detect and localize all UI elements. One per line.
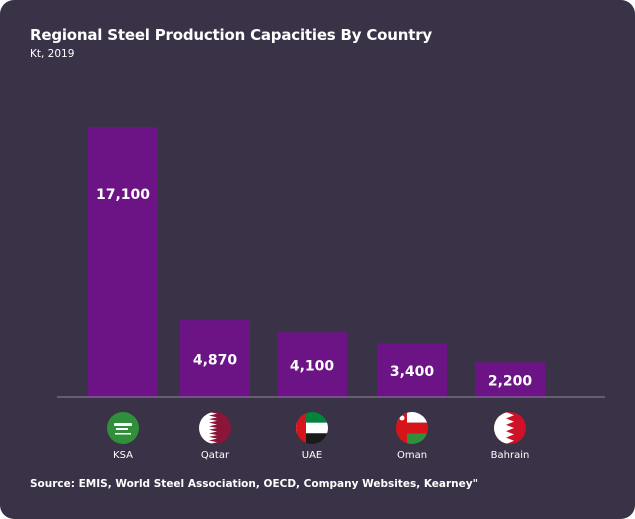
bar-value-label: 2,200 [488,374,533,390]
bar-bahrain [475,362,545,397]
bahrain-flag-icon [494,412,526,444]
category-tick-label: Oman [397,450,427,461]
category-tick-label: UAE [302,450,322,461]
qatar-flag-icon [199,412,231,444]
chart-title: Regional Steel Production Capacities By … [30,26,432,44]
bar-oman [377,343,447,397]
oman-flag-icon [396,412,428,444]
bar-value-label: 3,400 [390,364,435,380]
saudi-arabia-flag-icon [107,412,139,444]
bar-qatar [180,320,250,397]
bar-uae [277,332,347,397]
source-note: Source: EMIS, World Steel Association, O… [30,478,479,490]
bar-ksa [88,127,158,397]
category-tick-label: KSA [113,450,133,461]
bar-value-label: 17,100 [96,187,150,203]
chart-subtitle: Kt, 2019 [30,48,75,60]
uae-flag-icon [296,412,328,444]
bar-value-label: 4,870 [193,353,238,369]
category-tick-label: Bahrain [491,450,530,461]
bar-value-label: 4,100 [290,359,335,375]
category-tick-label: Qatar [201,450,230,461]
